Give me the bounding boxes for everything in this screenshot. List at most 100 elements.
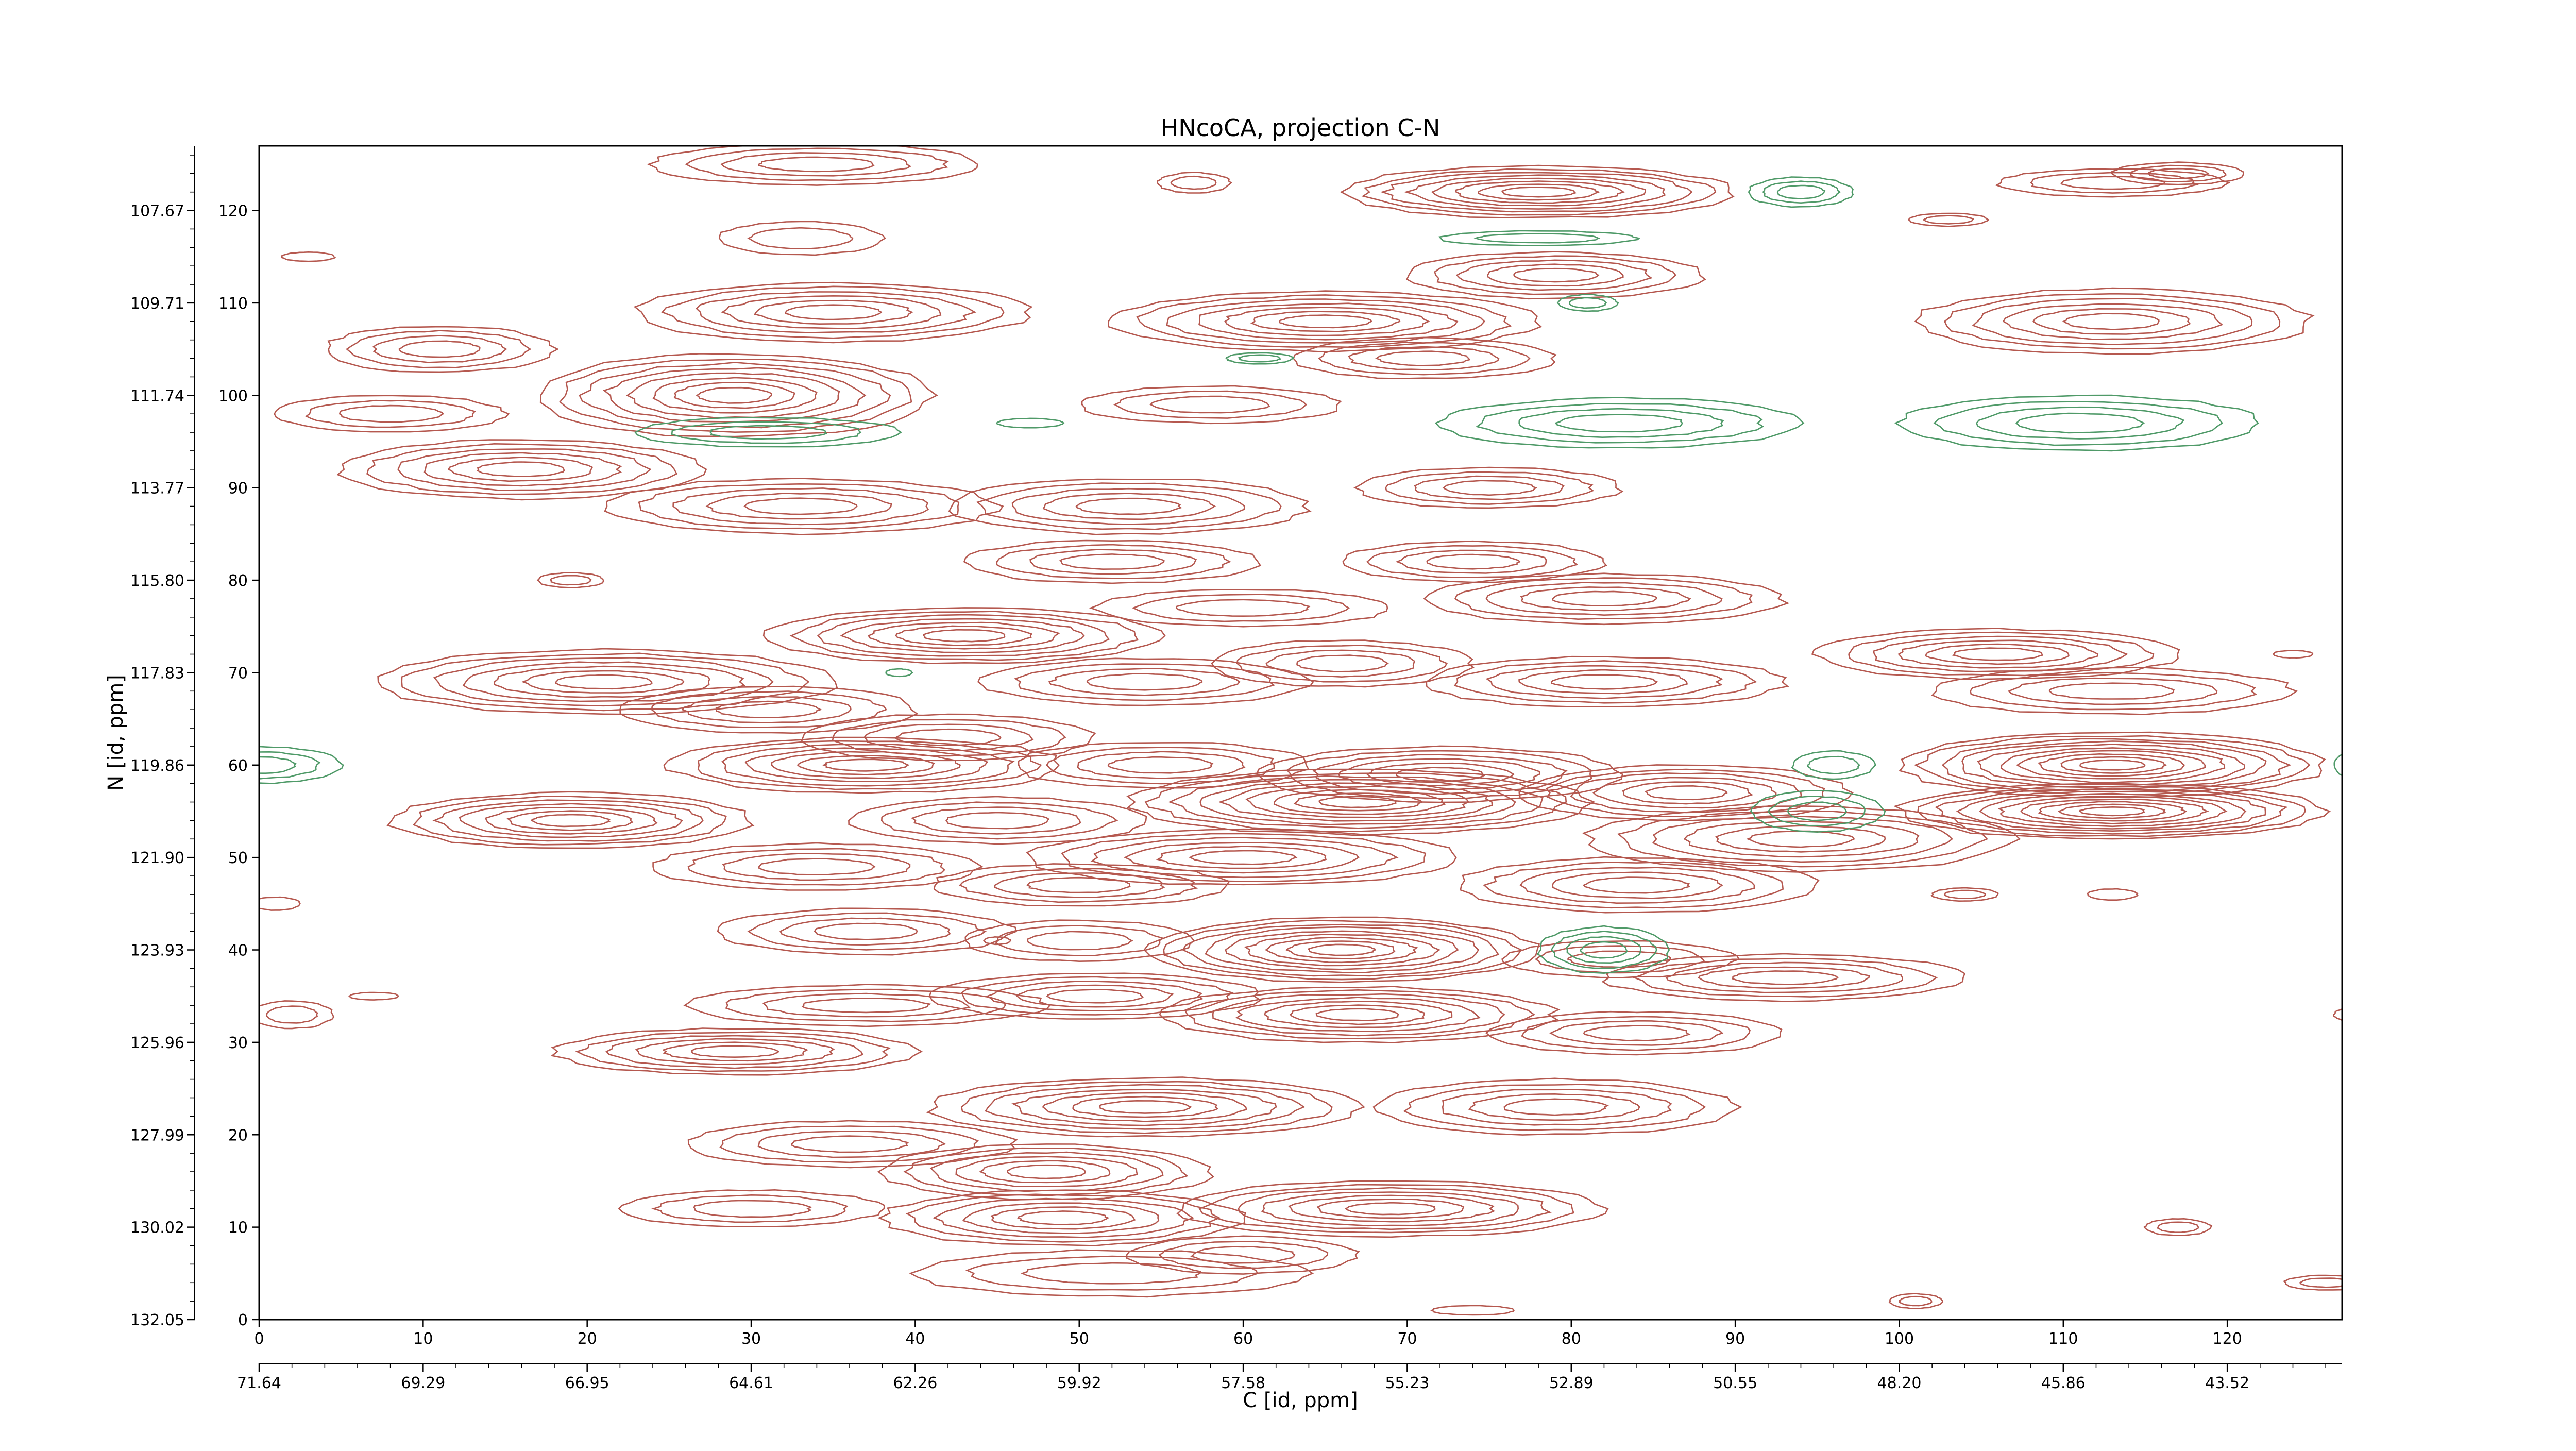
positive-contour-level [1995, 168, 2230, 198]
positive-contour-level [1453, 660, 1757, 704]
positive-contour-level [305, 399, 476, 428]
positive-contour-level [1545, 768, 1825, 817]
positive-contour-level [995, 925, 1164, 957]
positive-contour-level [757, 1130, 946, 1158]
positive-contour-level [550, 1027, 923, 1076]
positive-contour-level [1380, 172, 1693, 213]
positive-peak [280, 251, 336, 262]
positive-contour-level [1163, 919, 1522, 981]
positive-peak [977, 657, 1314, 706]
positive-contour-level [771, 751, 961, 779]
x-index-tick-label: 100 [1885, 1330, 1914, 1348]
positive-peak [1353, 466, 1624, 509]
positive-contour-level [1430, 1305, 1515, 1316]
plot-frame [258, 145, 2343, 1321]
positive-contour-level [721, 744, 1015, 787]
positive-contour-level [762, 992, 971, 1018]
positive-contour-level [687, 1120, 1019, 1169]
positive-contour-level [1930, 887, 1999, 902]
positive-contour-level [962, 1202, 1160, 1234]
positive-contour-level [754, 299, 913, 325]
positive-contour-level [2032, 308, 2191, 335]
positive-contour-level [691, 1045, 779, 1058]
positive-contour-level [672, 487, 929, 526]
positive-contour-level [1925, 643, 2070, 665]
positive-contour-level [1442, 1089, 1672, 1126]
y-ppm-tick-label: 125.96 [130, 1034, 184, 1052]
positive-contour-level [1943, 293, 2281, 350]
positive-contour-level [2111, 161, 2244, 185]
negative-contour-level [2015, 412, 2145, 434]
positive-contour-level [1583, 1024, 1691, 1041]
positive-contour-level [1468, 1093, 1640, 1121]
positive-contour-level [348, 991, 399, 1001]
positive-contour-level [1158, 1241, 1329, 1269]
positive-contour-level [1503, 1098, 1609, 1116]
positive-contour-level [1501, 940, 1740, 978]
positive-contour-level [2062, 313, 2160, 330]
positive-contour-level [346, 330, 532, 368]
positive-contour-level [1224, 307, 1430, 336]
positive-contour-level [1014, 663, 1275, 701]
positive-contour-level [1715, 825, 1886, 853]
positive-contour-level [1046, 988, 1144, 1004]
positive-peak [2087, 888, 2139, 901]
positive-contour-level [575, 1031, 891, 1072]
positive-peak [683, 984, 1052, 1027]
positive-contour-level [1149, 395, 1270, 414]
positive-peak [948, 478, 1312, 535]
negative-contour-level [2333, 753, 2342, 777]
positive-contour-level [1914, 735, 2311, 796]
positive-contour-level [1026, 828, 1457, 886]
positive-contour-level [2333, 1008, 2342, 1021]
positive-contour-level [1931, 667, 2298, 715]
positive-contour-level [1972, 298, 2253, 346]
positive-contour-level [1124, 842, 1360, 874]
negative-peak [1434, 397, 1805, 449]
negative-contour-level [1475, 403, 1765, 444]
positive-contour-level [1552, 590, 1657, 606]
positive-contour-level [1199, 779, 1516, 825]
positive-contour-level [705, 492, 892, 520]
positive-contour-level [506, 810, 634, 831]
positive-contour-level [758, 858, 876, 875]
positive-contour-level [555, 674, 653, 690]
positive-contour-level [926, 1076, 1365, 1138]
negative-contour-level [1434, 397, 1805, 449]
positive-contour-level [398, 340, 481, 358]
positive-contour-level [447, 457, 594, 482]
positive-contour-level [1059, 553, 1165, 570]
positive-contour-level [338, 404, 444, 423]
positive-contour-level [1396, 767, 1486, 782]
positive-contour-level [432, 799, 704, 842]
positive-contour-level [721, 295, 942, 330]
positive-contour-level [1126, 768, 1596, 836]
positive-peak [2333, 1008, 2342, 1021]
positive-contour-level [1552, 871, 1723, 899]
positive-contour-level [801, 998, 931, 1014]
positive-contour-level [933, 1197, 1195, 1238]
x-ppm-tick-label: 45.86 [2041, 1374, 2086, 1392]
positive-contour-level [638, 483, 960, 530]
positive-peak [909, 1249, 1314, 1298]
positive-contour-level [1732, 970, 1839, 985]
positive-contour-level [662, 1041, 809, 1062]
x-ppm-tick-label: 69.29 [401, 1374, 445, 1392]
positive-peak [348, 991, 399, 1001]
positive-peak [1126, 1235, 1360, 1275]
positive-contour-level [911, 806, 1081, 835]
x-axis-label: C [id, ppm] [1243, 1389, 1358, 1412]
y-ppm-tick-label: 130.02 [130, 1219, 184, 1237]
positive-contour-level [1042, 1092, 1247, 1122]
positive-contour-level [1011, 1089, 1277, 1126]
negative-peak [1225, 352, 1294, 365]
positive-peak [2111, 161, 2244, 185]
positive-contour-level [1551, 674, 1658, 690]
positive-peak [274, 395, 510, 433]
x-ppm-tick-label: 59.92 [1057, 1374, 1101, 1392]
positive-peak [687, 1120, 1019, 1169]
positive-contour-level [1318, 796, 1398, 808]
positive-contour-level [2283, 1274, 2342, 1291]
positive-peak [718, 221, 886, 256]
